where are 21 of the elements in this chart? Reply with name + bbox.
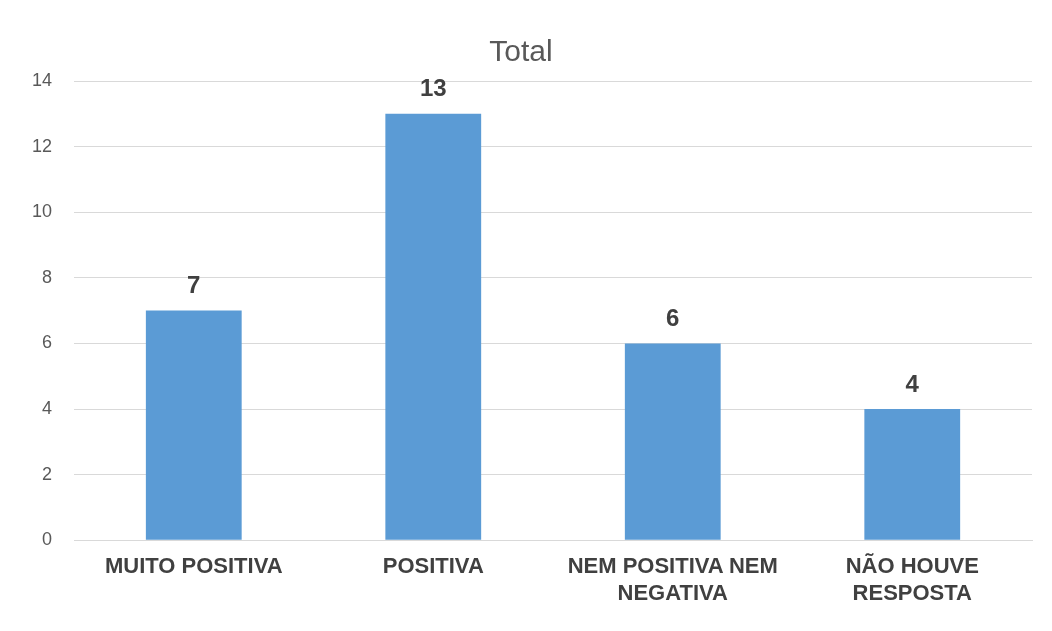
y-tick-label: 4 [42, 397, 53, 418]
y-tick-label: 10 [31, 201, 53, 222]
data-label: 7 [187, 271, 201, 299]
y-tick-label: 0 [42, 529, 53, 550]
y-tick-label: 8 [42, 266, 53, 287]
y-tick-label: 12 [31, 135, 53, 156]
x-tick-label: NEM POSITIVA NEM NEGATIVA [567, 553, 778, 605]
data-label: 4 [905, 369, 920, 397]
data-label: 13 [419, 74, 447, 102]
y-tick-label: 6 [42, 332, 53, 353]
bar [385, 113, 482, 540]
bar [624, 343, 721, 540]
x-tick-label: MUITO POSITIVA [104, 553, 283, 579]
bar [864, 409, 961, 540]
x-tick-label: POSITIVA [382, 553, 484, 579]
chart-title: Total [489, 34, 553, 68]
y-tick-label: 14 [31, 69, 53, 90]
data-label: 6 [666, 304, 680, 332]
x-tick-label: NÃO HOUVE RESPOSTA [845, 553, 979, 605]
y-tick-label: 2 [42, 463, 53, 484]
bar [145, 310, 242, 540]
